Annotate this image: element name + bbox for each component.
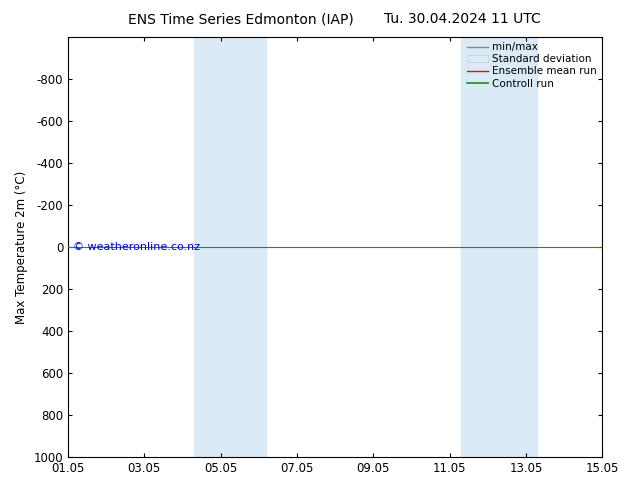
- Text: Tu. 30.04.2024 11 UTC: Tu. 30.04.2024 11 UTC: [384, 12, 541, 26]
- Legend: min/max, Standard deviation, Ensemble mean run, Controll run: min/max, Standard deviation, Ensemble me…: [465, 40, 599, 91]
- Bar: [488, 37, 538, 457]
- Bar: [461, 37, 488, 457]
- Y-axis label: Max Temperature 2m (°C): Max Temperature 2m (°C): [15, 171, 28, 324]
- Text: © weatheronline.co.nz: © weatheronline.co.nz: [74, 242, 200, 252]
- Bar: [194, 37, 221, 457]
- Text: ENS Time Series Edmonton (IAP): ENS Time Series Edmonton (IAP): [128, 12, 354, 26]
- Bar: [221, 37, 266, 457]
